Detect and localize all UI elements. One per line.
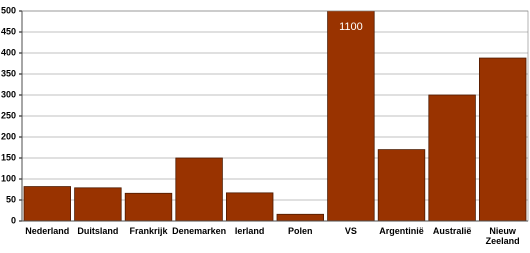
y-tick-label: 150	[1, 152, 16, 162]
x-tick-label: Argentinië	[379, 226, 424, 236]
value-label: 1100	[339, 21, 363, 33]
bar	[225, 192, 274, 221]
x-tick-label: Frankrijk	[129, 226, 168, 236]
y-tick-label: 100	[1, 173, 16, 183]
bar	[23, 186, 71, 221]
bar	[175, 157, 223, 221]
x-tick-label: Polen	[288, 226, 313, 236]
y-tick-label: 250	[1, 110, 16, 120]
x-tick-label: VS	[344, 226, 357, 236]
y-tick-label: 200	[1, 131, 16, 141]
x-tick-label: Denemarken	[172, 226, 227, 236]
bar	[74, 187, 122, 221]
x-tick-label: Nederland	[25, 226, 70, 236]
bar	[327, 11, 375, 221]
y-tick-label: 400	[1, 47, 16, 57]
bar	[377, 149, 426, 221]
bar	[124, 192, 173, 221]
bar	[478, 57, 527, 221]
y-tick-label: 500	[1, 5, 16, 15]
y-tick-label: 450	[1, 26, 16, 36]
y-tick-label: 0	[11, 215, 16, 225]
y-tick-label: 300	[1, 89, 16, 99]
y-tick-label: 50	[6, 194, 16, 204]
y-tick-label: 350	[1, 68, 16, 78]
x-tick-label: Duitsland	[77, 226, 119, 236]
bars	[23, 11, 527, 221]
plot-border	[21, 10, 529, 222]
x-tick-label: Australië	[432, 226, 472, 236]
bar	[276, 213, 324, 221]
bar	[428, 94, 476, 221]
x-tick-label: Ierland	[234, 226, 265, 236]
x-tick-label: Nieuw Zeeland	[485, 226, 520, 246]
